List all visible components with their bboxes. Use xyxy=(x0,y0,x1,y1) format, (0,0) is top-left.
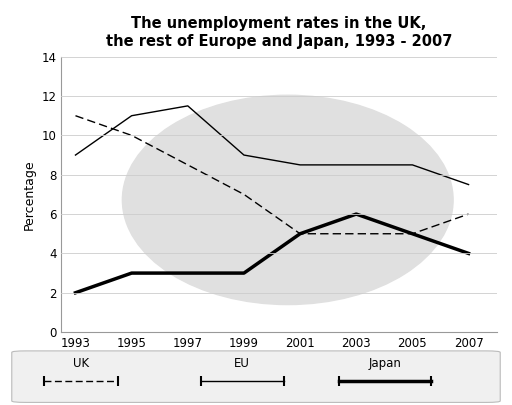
FancyBboxPatch shape xyxy=(12,351,500,403)
Circle shape xyxy=(122,95,453,305)
Text: J: J xyxy=(265,147,328,275)
Y-axis label: Percentage: Percentage xyxy=(23,159,36,230)
Text: UK: UK xyxy=(73,356,89,369)
Text: EU: EU xyxy=(234,356,250,369)
Title: The unemployment rates in the UK,
the rest of Europe and Japan, 1993 - 2007: The unemployment rates in the UK, the re… xyxy=(106,16,452,49)
Text: Japan: Japan xyxy=(369,356,401,369)
